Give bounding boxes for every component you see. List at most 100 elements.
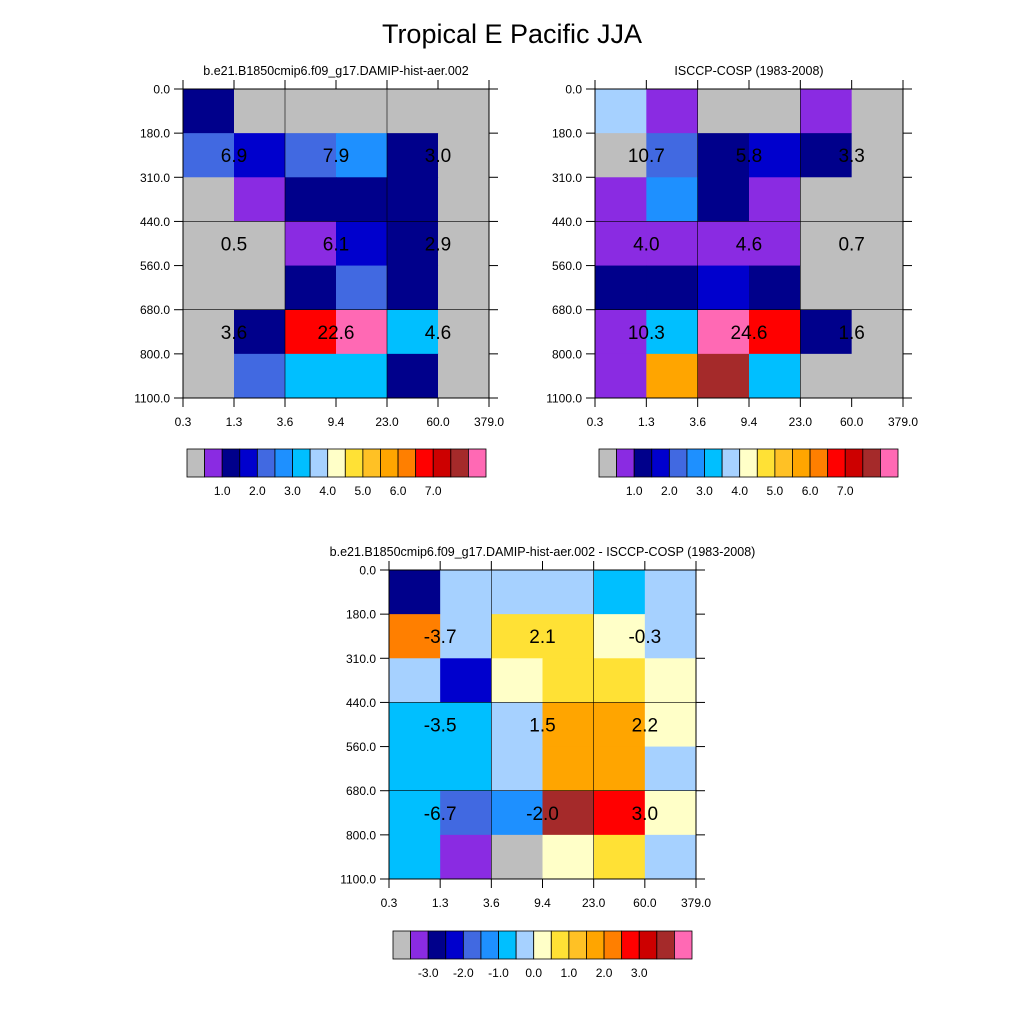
heatmap-cell [644,746,697,792]
heatmap-cell [851,177,904,222]
y-tick-label: 310.0 [140,171,170,185]
block-value-label: 4.6 [425,323,451,344]
block-value-label: 6.9 [221,146,247,167]
colorbar-box [415,448,434,478]
heatmap-cell [336,353,388,399]
colorbar-box [586,930,605,960]
colorbar-box [809,448,829,478]
block-value-label: 7.9 [323,146,349,167]
heatmap-cell [234,177,286,222]
heatmap-cell [593,702,646,748]
heatmap-cell [644,790,697,836]
colorbar-label: 2.0 [661,484,678,498]
y-tick-label: 440.0 [552,215,582,229]
colorbar-box [392,930,411,960]
heatmap-cell [749,133,801,178]
colorbar-box [362,448,381,478]
block-value-label: 3.0 [425,146,451,167]
heatmap-cell [697,353,750,399]
heatmap-cell [491,746,543,792]
heatmap-cell [749,309,801,355]
colorbar-box [445,930,464,960]
x-tick-label: 0.3 [381,896,398,910]
heatmap-cell [542,614,595,659]
heatmap-cell [595,177,647,222]
y-tick-label: 800.0 [140,347,170,361]
y-tick-label: 560.0 [140,259,170,273]
x-tick-label: 1.3 [432,896,449,910]
heatmap-cell [336,89,388,134]
block-value-label: 2.2 [632,716,658,737]
heatmap-cell [697,89,750,134]
colorbar-box [380,448,399,478]
colorbar-box [862,448,881,478]
colorbar-box [498,930,517,960]
colorbar-box [774,448,793,478]
block-value-label: 0.7 [838,235,864,256]
heatmap-cell [438,221,490,267]
heatmap-cell [697,221,750,267]
heatmap-cell [697,177,750,222]
heatmap-cell [438,353,490,399]
heatmap-cell [387,89,439,134]
colorbar-box [274,448,293,478]
y-tick-label: 800.0 [346,828,376,842]
y-tick-label: 560.0 [552,259,582,273]
heatmap-cell [336,265,388,311]
y-tick-label: 180.0 [346,608,376,622]
block-value-label: 24.6 [731,323,768,344]
colorbar-box [621,930,640,960]
colorbar-label: 5.0 [767,484,784,498]
heatmap-cell [851,353,904,399]
colorbar-label: 1.0 [214,484,231,498]
colorbar-box [221,448,241,478]
colorbar-box [651,448,670,478]
y-tick-label: 440.0 [140,215,170,229]
heatmap-cell [800,353,853,399]
heatmap-cell [183,353,235,399]
heatmap-cell [183,133,235,178]
colorbar-box [656,930,675,960]
block-value-label: 10.3 [628,323,665,344]
heatmap-cell [285,177,337,222]
colorbar-box [450,448,469,478]
block-value-label: 3.0 [632,804,658,825]
colorbar-box [186,448,205,478]
y-tick-label: 1100.0 [546,392,582,406]
colorbar-box [204,448,223,478]
heatmap-cell [646,309,699,355]
heatmap-cell [234,133,286,178]
colorbar-box [309,448,329,478]
heatmap-cell [285,221,337,267]
x-tick-label: 0.3 [175,415,192,429]
heatmap-cell [389,790,441,836]
y-tick-label: 180.0 [552,127,582,141]
heatmap-cell [438,89,490,134]
heatmap-cell [440,570,492,615]
heatmap-cell [440,658,492,703]
heatmap-cell [646,177,699,222]
heatmap-cell [440,614,492,659]
x-tick-label: 23.0 [582,896,606,910]
heatmap-cell [336,133,388,178]
x-tick-label: 1.3 [226,415,243,429]
block-value-label: -3.5 [424,716,457,737]
heatmap-cell [387,133,439,178]
y-tick-label: 560.0 [346,740,376,754]
y-tick-label: 180.0 [140,127,170,141]
block-value-label: 5.8 [736,146,762,167]
block-value-label: 6.1 [323,235,349,256]
panel-observation: ISCCP-COSP (1983-2008) 0.0 180.0 310.0 440.0… [546,64,918,498]
heatmap-cell [336,221,388,267]
colorbar-box [721,448,741,478]
heatmap-cell [336,309,388,355]
block-value-label: 10.7 [628,146,665,167]
block-value-label: -6.7 [424,804,457,825]
colorbar-label: 0.0 [525,966,542,980]
x-tick-label: 379.0 [888,415,918,429]
heatmap-cell [389,702,441,748]
heatmap-cell [749,177,801,222]
colorbar-box [827,448,846,478]
colorbar-box [292,448,311,478]
